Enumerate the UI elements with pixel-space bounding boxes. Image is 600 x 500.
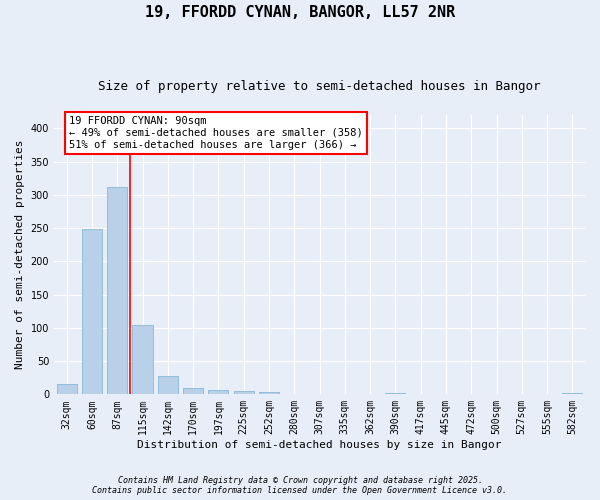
Y-axis label: Number of semi-detached properties: Number of semi-detached properties xyxy=(15,140,25,370)
Text: Contains HM Land Registry data © Crown copyright and database right 2025.
Contai: Contains HM Land Registry data © Crown c… xyxy=(92,476,508,495)
Bar xyxy=(107,187,127,394)
Bar xyxy=(56,384,77,394)
Bar xyxy=(183,388,203,394)
Title: Size of property relative to semi-detached houses in Bangor: Size of property relative to semi-detach… xyxy=(98,80,541,93)
X-axis label: Distribution of semi-detached houses by size in Bangor: Distribution of semi-detached houses by … xyxy=(137,440,502,450)
Bar xyxy=(208,390,229,394)
Text: 19 FFORDD CYNAN: 90sqm
← 49% of semi-detached houses are smaller (358)
51% of se: 19 FFORDD CYNAN: 90sqm ← 49% of semi-det… xyxy=(69,116,363,150)
Bar xyxy=(158,376,178,394)
Bar xyxy=(385,393,406,394)
Bar xyxy=(259,392,279,394)
Text: 19, FFORDD CYNAN, BANGOR, LL57 2NR: 19, FFORDD CYNAN, BANGOR, LL57 2NR xyxy=(145,5,455,20)
Bar xyxy=(562,393,583,394)
Bar xyxy=(233,391,254,394)
Bar xyxy=(82,228,102,394)
Bar xyxy=(133,324,152,394)
